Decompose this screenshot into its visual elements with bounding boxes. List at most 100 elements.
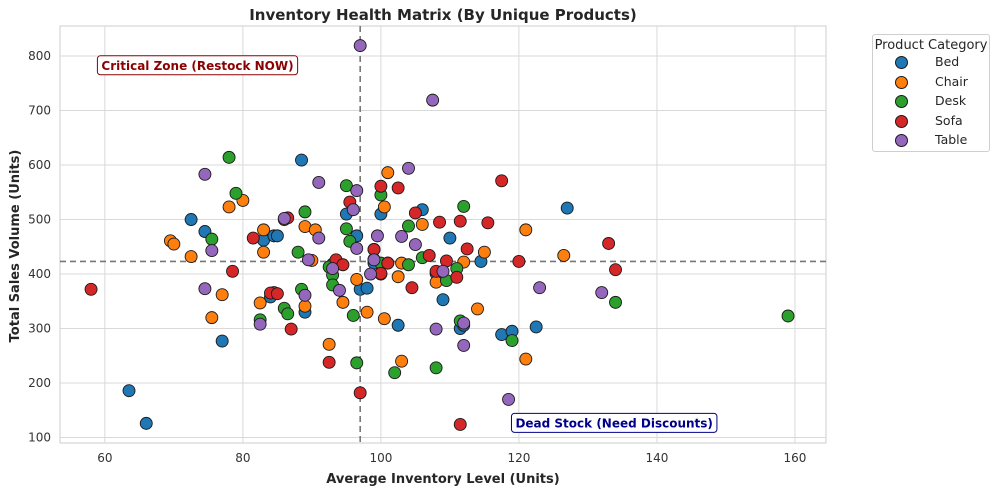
point-chair bbox=[377, 200, 391, 214]
point-sofa bbox=[246, 231, 260, 245]
point-table bbox=[205, 244, 219, 258]
point-chair bbox=[257, 223, 271, 237]
point-desk bbox=[229, 186, 243, 200]
point-desk bbox=[781, 309, 795, 323]
point-table bbox=[408, 238, 422, 252]
point-table bbox=[312, 175, 326, 189]
point-chair bbox=[477, 245, 491, 259]
point-desk bbox=[609, 295, 622, 309]
point-table bbox=[364, 267, 377, 281]
point-table bbox=[198, 167, 212, 181]
legend-item-desk: Desk bbox=[873, 92, 989, 112]
point-desk bbox=[505, 334, 519, 347]
point-table bbox=[353, 39, 367, 53]
point-chair bbox=[350, 273, 364, 286]
point-desk bbox=[339, 179, 353, 193]
point-chair bbox=[322, 337, 336, 351]
point-desk bbox=[205, 232, 219, 246]
point-bed bbox=[529, 320, 543, 334]
point-bed bbox=[443, 231, 457, 245]
point-chair bbox=[298, 299, 312, 313]
y-tick-label: 600 bbox=[28, 158, 51, 172]
point-sofa bbox=[602, 237, 616, 250]
legend-swatch bbox=[895, 56, 908, 69]
point-sofa bbox=[481, 216, 495, 230]
point-table bbox=[395, 229, 409, 243]
point-sofa bbox=[460, 242, 474, 256]
critical-zone-annotation: Critical Zone (Restock NOW) bbox=[96, 55, 299, 76]
y-tick-label: 700 bbox=[28, 103, 51, 117]
point-sofa bbox=[374, 179, 388, 193]
point-sofa bbox=[495, 174, 509, 188]
point-chair bbox=[519, 223, 533, 237]
x-tick-label: 140 bbox=[645, 451, 668, 465]
point-table bbox=[436, 264, 450, 278]
point-table bbox=[301, 253, 315, 267]
data-points bbox=[84, 39, 795, 431]
point-bed bbox=[560, 201, 574, 215]
point-chair bbox=[377, 312, 391, 326]
point-sofa bbox=[453, 214, 467, 228]
point-sofa bbox=[433, 215, 446, 229]
legend-item-table: Table bbox=[873, 131, 989, 151]
point-table bbox=[350, 184, 364, 198]
x-tick-label: 100 bbox=[369, 451, 392, 465]
point-sofa bbox=[405, 281, 419, 295]
point-desk bbox=[457, 199, 471, 213]
annotations: Critical Zone (Restock NOW) Dead Stock (N… bbox=[96, 55, 718, 433]
tick-labels: 60 80 100 120 140 160 100 200 300 400 500 600 700 800 bbox=[28, 49, 806, 465]
point-table bbox=[346, 203, 360, 217]
point-chair bbox=[336, 295, 350, 309]
point-table bbox=[333, 283, 346, 297]
point-table bbox=[502, 392, 516, 406]
point-table bbox=[370, 229, 384, 243]
point-sofa bbox=[284, 322, 298, 336]
legend-label: Chair bbox=[935, 73, 968, 89]
point-sofa bbox=[422, 249, 436, 262]
point-desk bbox=[346, 308, 360, 322]
point-table bbox=[402, 161, 415, 175]
point-chair bbox=[253, 296, 267, 310]
legend-item-chair: Chair bbox=[873, 73, 989, 93]
legend-item-sofa: Sofa bbox=[873, 112, 989, 132]
point-table bbox=[298, 288, 312, 302]
series-table bbox=[198, 39, 609, 406]
point-bed bbox=[215, 334, 229, 348]
point-chair bbox=[360, 305, 374, 319]
y-tick-label: 400 bbox=[28, 267, 51, 281]
point-chair bbox=[205, 311, 219, 325]
point-sofa bbox=[226, 264, 239, 278]
point-desk bbox=[402, 219, 415, 233]
svg-text:Dead Stock (Need Discounts): Dead Stock (Need Discounts) bbox=[515, 416, 712, 430]
point-table bbox=[595, 286, 609, 300]
point-desk bbox=[222, 150, 236, 164]
series-sofa bbox=[84, 174, 622, 431]
point-desk bbox=[350, 356, 364, 370]
point-table bbox=[277, 211, 291, 225]
plot-frame bbox=[59, 25, 827, 444]
legend-swatch bbox=[895, 114, 908, 128]
point-sofa bbox=[408, 206, 422, 220]
point-chair bbox=[167, 237, 181, 251]
legend-label: Sofa bbox=[935, 112, 963, 128]
point-sofa bbox=[322, 355, 336, 369]
point-sofa bbox=[453, 418, 467, 431]
y-tick-label: 300 bbox=[28, 322, 51, 336]
x-tick-label: 80 bbox=[235, 451, 250, 465]
svg-text:Critical Zone (Restock NOW): Critical Zone (Restock NOW) bbox=[101, 59, 293, 73]
point-chair bbox=[519, 352, 533, 366]
y-axis-label: Total Sales Volume (Units) bbox=[8, 150, 23, 343]
point-table bbox=[429, 322, 443, 336]
point-bed bbox=[436, 293, 450, 307]
plot-area bbox=[59, 25, 827, 444]
point-desk bbox=[281, 307, 295, 321]
point-table bbox=[533, 281, 547, 295]
y-tick-label: 500 bbox=[28, 213, 51, 227]
point-desk bbox=[298, 205, 312, 219]
legend-label: Desk bbox=[935, 93, 967, 109]
point-chair bbox=[257, 245, 271, 259]
dead-stock-annotation: Dead Stock (Need Discounts) bbox=[510, 412, 718, 433]
point-chair bbox=[184, 250, 198, 264]
legend-swatch bbox=[895, 134, 908, 148]
